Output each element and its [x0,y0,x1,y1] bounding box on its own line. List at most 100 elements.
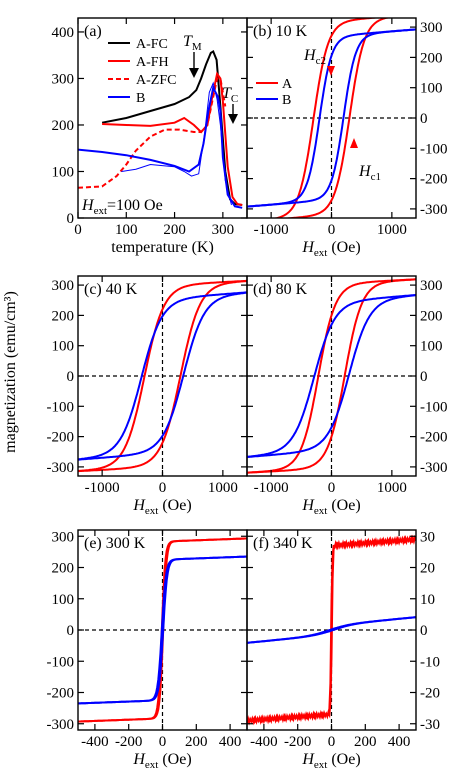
series-B-down-branch [78,291,247,461]
panel-label: (b) 10 K [253,23,308,40]
x-axis-title: Hext (Oe) [301,497,360,517]
legend-label-a-fc: A-FC [136,37,168,52]
series-A-up-branch [78,280,247,473]
x-tick-label: -400 [250,734,278,750]
legend-label-a-zfc: A-ZFC [136,73,176,88]
arrow-hc1 [350,138,358,148]
y-tick-label: -300 [47,717,75,733]
x-tick-label: 200 [185,734,208,750]
x-tick-label: 1000 [377,222,407,238]
y-tick-label: -100 [420,141,448,157]
y-tick-label: 100 [52,339,75,355]
series-A-up-branch [280,18,391,218]
x-tick-label: 200 [354,734,377,750]
x-tick-label: 0 [159,480,167,496]
x-tick-label: 400 [219,734,242,750]
panel-a: A-FC A-FH A-ZFC B TM TC Hext=100 Oe 0 100 200 300 0… [52,17,248,256]
y-tick-label: 0 [420,369,428,385]
annotation-tm-sub: M [192,41,202,53]
legend-label-a-fh: A-FH [136,55,169,70]
y-tick-label: -300 [420,202,448,218]
annotation-hc1-sub: c1 [371,171,381,183]
series-A-down-branch [247,278,416,474]
x-tick-label: -200 [284,734,312,750]
y-tick-label: 300 [52,278,75,294]
x-tick-label: 0 [159,734,167,750]
y-tick-label: -100 [47,399,75,415]
x-tick-label: 1000 [377,480,407,496]
y-tick-label: 200 [52,308,75,324]
x-tick-label: 100 [115,222,138,238]
y-tick-label: -200 [47,430,75,446]
panel-e: -400 -200 0 200 400 -300 -200 -100 0 100 200 300 Hex… [47,529,248,771]
y-tick-label: 100 [52,164,75,180]
series-B-down-branch [247,28,416,208]
y-tick-label: 0 [420,111,428,127]
y-tick-label: 0 [420,623,428,639]
y-axis-title: magnetization (emu/cm³) [2,291,19,453]
y-tick-label: -200 [420,172,448,188]
series-B-up-branch [78,291,247,461]
panel-label: (f) 340 K [253,535,313,552]
series-B-down-branch [247,294,416,458]
series-b-thin [121,81,232,206]
panel-label: (c) 40 K [84,281,138,298]
panel-label: (d) 80 K [253,281,308,298]
series-A-down-branch [78,279,247,472]
arrow-hc2 [327,66,335,76]
x-tick-label: -1000 [254,480,289,496]
series-B-down-branch [78,555,247,705]
y-tick-label: 20 [420,561,435,577]
x-axis-title: temperature (K) [111,239,214,256]
y-tick-label: 100 [52,592,75,608]
panel-f: -400 -200 0 200 400 -30 -20 -10 0 10 20 30 Hext (Oe)… [246,529,440,771]
series-a-fc [101,50,243,206]
y-tick-label: 200 [52,118,75,134]
x-tick-label: 200 [163,222,186,238]
x-tick-label: -200 [115,734,143,750]
annotation-hc1: Hc1 [358,163,381,183]
panel-label: (e) 300 K [84,535,146,552]
y-tick-label: 300 [52,529,75,545]
series-a-zfc [78,77,227,189]
arrow-tc-head [228,114,238,124]
y-tick-label: -10 [420,654,440,670]
legend-label-a: A [282,77,293,92]
y-tick-label: 100 [420,81,443,97]
legend-label-b: B [282,93,291,108]
y-tick-label: 0 [67,623,75,639]
legend: AB [256,77,293,108]
x-tick-label: -400 [81,734,109,750]
x-tick-label: 400 [388,734,411,750]
annotation-hext-val: =100 Oe [107,197,163,214]
annotation-hc2: Hc2 [303,47,326,67]
y-tick-label: 100 [420,339,443,355]
y-tick-label: -100 [420,399,448,415]
annotation-tc: TC [222,85,238,105]
x-tick-label: 0 [328,734,336,750]
x-tick-label: 0 [74,222,82,238]
legend: A-FC A-FH A-ZFC B [108,37,176,106]
x-tick-label: 0 [328,222,336,238]
annotation-hext-sub: ext [94,205,107,217]
annotation-hext: Hext=100 Oe [81,197,163,217]
y-tick-label: -300 [420,460,448,476]
y-tick-label: 200 [52,561,75,577]
legend-label-b: B [136,91,145,106]
y-tick-label: 400 [52,25,75,41]
y-tick-label: 10 [420,592,435,608]
y-tick-label: 300 [52,71,75,87]
x-tick-label: 1000 [208,480,238,496]
x-axis-title: Hext (Oe) [132,751,191,771]
annotation-hext-h: H [81,197,95,214]
annotation-tm: TM [183,33,202,53]
y-tick-label: 0 [67,369,75,385]
annotation-hc2-sub: c2 [316,55,326,67]
y-tick-label: -100 [47,654,75,670]
y-tick-label: 300 [420,278,443,294]
y-tick-label: 0 [67,211,75,227]
series-A-up-branch [247,278,416,474]
